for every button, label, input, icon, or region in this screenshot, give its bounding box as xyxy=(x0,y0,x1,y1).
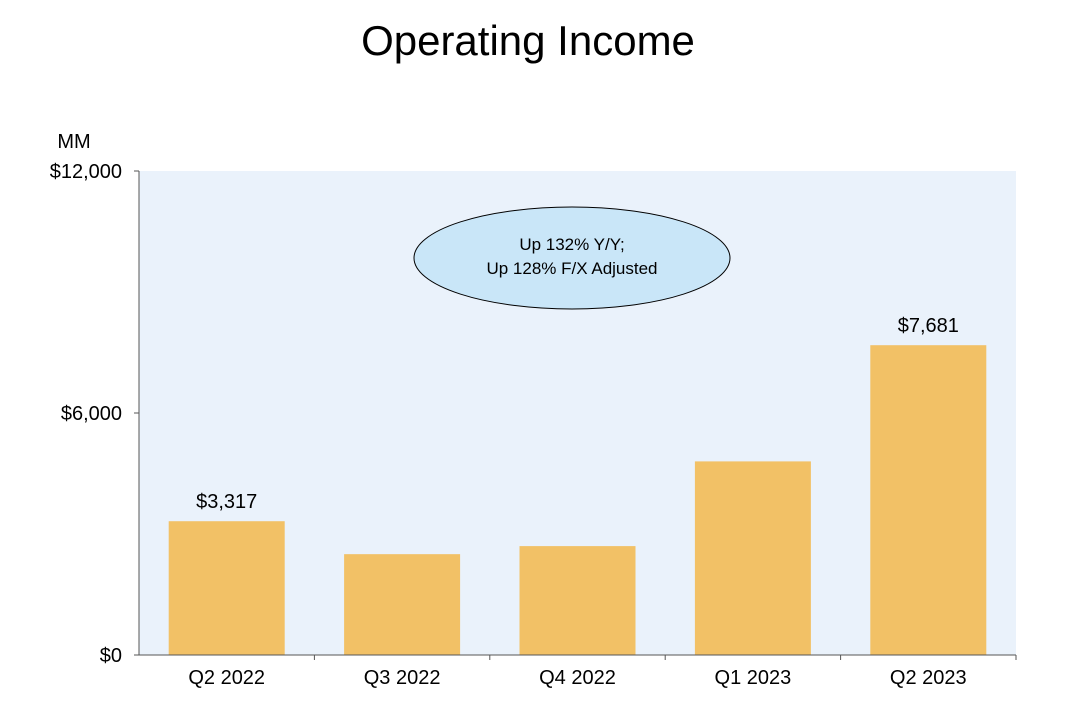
x-tick-label-q2-2022: Q2 2022 xyxy=(188,667,265,689)
bar-q4-2022 xyxy=(519,546,636,655)
chart-title: Operating Income xyxy=(361,17,695,64)
x-tick-label-q3-2022: Q3 2022 xyxy=(364,667,441,689)
y-axis-unit-label: MM xyxy=(57,131,90,153)
y-tick-label-12000: $12,000 xyxy=(50,161,122,183)
x-tick-label-q1-2023: Q1 2023 xyxy=(715,667,792,689)
x-axis: Q2 2022 Q3 2022 Q4 2022 Q1 2023 Q2 2023 xyxy=(139,654,1017,689)
annotation-line-1: Up 132% Y/Y; xyxy=(519,235,624,254)
bars-group xyxy=(168,345,987,655)
bar-q3-2022 xyxy=(344,554,461,655)
y-axis: $0 $6,000 $12,000 xyxy=(50,161,140,667)
data-label-q2-2022: $3,317 xyxy=(196,491,257,513)
annotation-callout: Up 132% Y/Y; Up 128% F/X Adjusted xyxy=(413,206,731,310)
x-tick-label-q2-2023: Q2 2023 xyxy=(890,667,967,689)
y-tick-label-6000: $6,000 xyxy=(61,403,122,425)
data-label-q2-2023: $7,681 xyxy=(898,315,959,337)
bar-q2-2023 xyxy=(870,345,987,655)
data-labels-group: $3,317 $7,681 xyxy=(196,315,959,513)
y-tick-label-0: $0 xyxy=(100,645,122,667)
bar-q2-2022 xyxy=(168,521,285,655)
annotation-line-2: Up 128% F/X Adjusted xyxy=(486,259,657,278)
x-tick-label-q4-2022: Q4 2022 xyxy=(539,667,616,689)
bar-q1-2023 xyxy=(694,461,811,655)
annotation-ellipse xyxy=(413,206,731,310)
